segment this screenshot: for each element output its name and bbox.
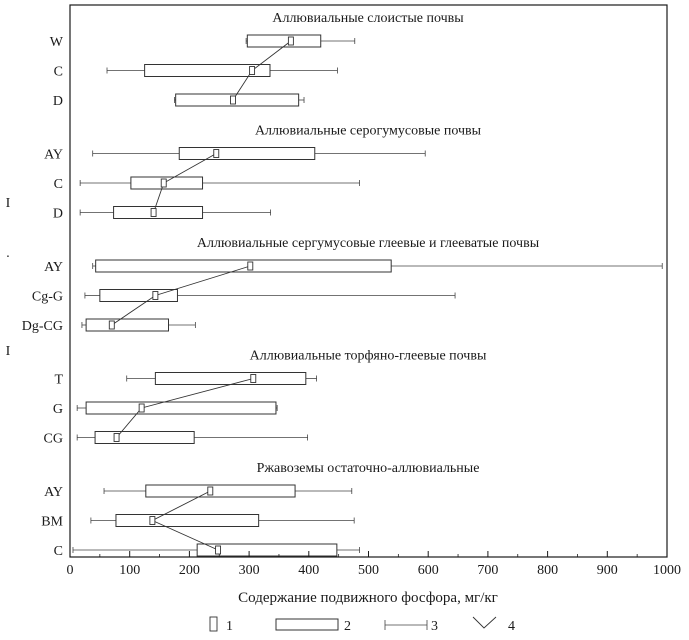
median-marker	[207, 486, 214, 496]
median-marker	[152, 291, 159, 300]
x-tick-label: 800	[537, 563, 558, 578]
legend-label: 2	[344, 619, 351, 634]
horizon-label: AY	[44, 148, 63, 163]
horizon-row: C	[54, 543, 360, 559]
iqr-box	[94, 431, 195, 444]
horizon-row: Cg-G	[32, 289, 456, 305]
horizon-label: G	[53, 402, 63, 417]
legend-label: 4	[508, 619, 515, 634]
iqr-box	[85, 318, 170, 332]
median-marker	[213, 149, 220, 158]
median-marker	[149, 516, 156, 525]
median-marker	[250, 374, 257, 383]
horizon-row: T	[54, 372, 317, 388]
side-mark: I	[6, 344, 11, 359]
median-marker	[108, 320, 115, 330]
horizon-row: AY	[44, 147, 426, 163]
iqr-box	[246, 34, 322, 48]
horizon-row: CG	[44, 431, 309, 447]
group-title: Аллювиальные сергумусовые глеевые и глее…	[197, 236, 540, 251]
median-marker	[113, 433, 120, 442]
x-tick-label: 600	[418, 563, 439, 578]
median-marker	[247, 261, 254, 271]
horizon-row: D	[53, 93, 305, 109]
legend-trend-symbol	[472, 616, 497, 629]
x-tick-label: 300	[239, 563, 260, 578]
iqr-box	[85, 401, 277, 415]
median-marker	[287, 36, 294, 46]
group-1: Аллювиальные слоистые почвы WCD	[50, 11, 464, 109]
legend: 1 2 3 4	[209, 616, 515, 634]
median-marker	[150, 208, 157, 217]
iqr-box	[145, 484, 296, 498]
horizon-row: AY	[44, 484, 353, 500]
horizon-row: W	[50, 34, 356, 50]
side-mark: ·	[6, 250, 11, 265]
horizon-row: BM	[41, 514, 355, 530]
side-mark: I	[6, 196, 11, 211]
horizon-label: Dg-CG	[22, 319, 63, 334]
legend-label: 3	[431, 619, 438, 634]
legend-median-symbol	[209, 616, 218, 632]
iqr-box	[154, 372, 307, 385]
horizon-label: CG	[44, 432, 63, 447]
iqr-box	[175, 93, 300, 107]
horizon-label: C	[54, 177, 63, 192]
iqr-box	[99, 289, 178, 302]
horizon-label: Cg-G	[32, 290, 63, 305]
legend-label: 1	[226, 619, 233, 634]
horizon-row: C	[54, 64, 338, 80]
horizon-row: C	[54, 176, 360, 192]
group-5: Ржавоземы остаточно-аллювиальные AY BM C	[41, 461, 479, 559]
horizon-label: D	[53, 94, 63, 109]
horizon-row: D	[53, 206, 271, 222]
horizon-label: BM	[41, 515, 63, 530]
group-title: Аллювиальные торфяно-глеевые почвы	[250, 349, 487, 364]
x-tick-label: 400	[298, 563, 319, 578]
x-tick-label: 500	[358, 563, 379, 578]
x-tick-label: 900	[597, 563, 618, 578]
iqr-box	[144, 64, 271, 77]
x-tick-label: 200	[179, 563, 200, 578]
legend-box-symbol	[275, 618, 339, 631]
median-marker	[160, 178, 167, 188]
median-marker	[215, 545, 222, 555]
median-marker	[138, 403, 145, 413]
x-axis: 0 100 200 300 400 500 600 700 800 900 1000	[67, 551, 681, 578]
side-marks: I · I	[6, 196, 11, 359]
horizon-label: AY	[44, 260, 63, 275]
iqr-box	[178, 147, 316, 160]
horizon-label: D	[53, 207, 63, 222]
x-tick-label: 100	[119, 563, 140, 578]
horizon-label: T	[54, 373, 63, 388]
group-title: Ржавоземы остаточно-аллювиальные	[257, 461, 480, 476]
horizon-label: AY	[44, 485, 63, 500]
horizon-row: Dg-CG	[22, 318, 196, 334]
iqr-box	[196, 543, 338, 557]
group-title: Аллювиальные слоистые почвы	[272, 11, 464, 26]
group-title: Аллювиальные серогумусовые почвы	[255, 124, 482, 139]
x-tick-label: 0	[67, 563, 74, 578]
horizon-label: W	[50, 35, 64, 50]
group-4: Аллювиальные торфяно-глеевые почвы TG CG	[44, 349, 487, 447]
x-tick-label: 1000	[653, 563, 681, 578]
horizon-row: AY	[44, 259, 663, 275]
x-tick-label: 700	[477, 563, 498, 578]
iqr-box	[115, 514, 260, 527]
horizon-label: C	[54, 65, 63, 80]
group-2: Аллювиальные серогумусовые почвы AY CD	[44, 124, 482, 222]
iqr-box	[130, 176, 204, 190]
median-marker	[249, 66, 256, 75]
horizon-row: G	[53, 401, 278, 417]
horizon-label: C	[54, 544, 63, 559]
group-3: Аллювиальные сергумусовые глеевые и глее…	[22, 236, 663, 334]
median-marker	[230, 95, 236, 105]
groups-layer: Аллювиальные слоистые почвыWCDАллювиальн…	[22, 11, 663, 559]
iqr-box	[95, 259, 392, 273]
iqr-box	[113, 206, 204, 219]
x-axis-title: Содержание подвижного фосфора, мг/кг	[238, 590, 498, 606]
